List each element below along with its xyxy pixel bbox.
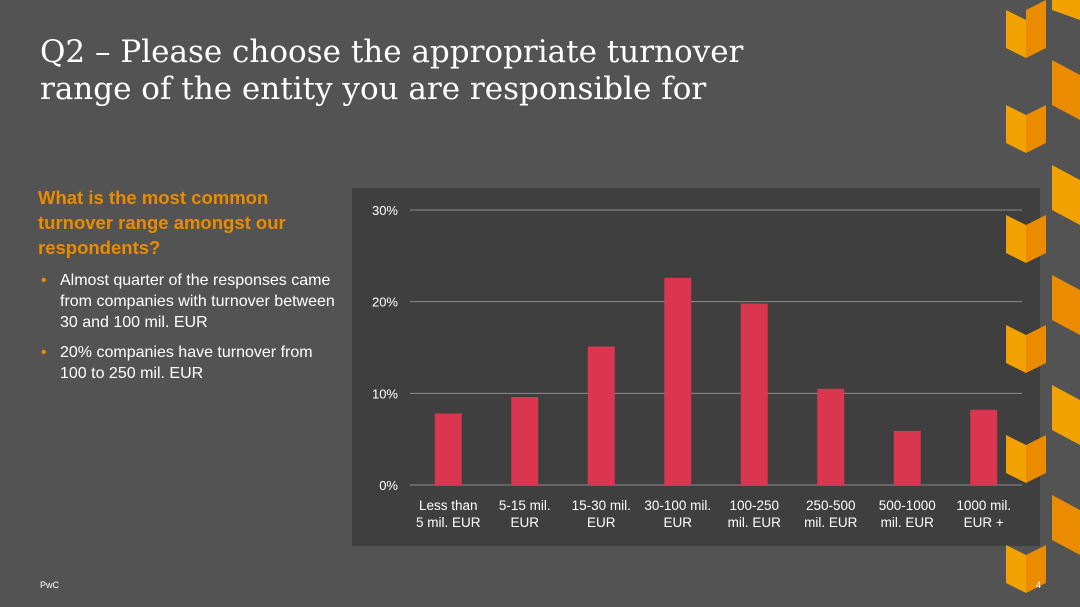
chevron-shape <box>1052 495 1080 555</box>
commentary-panel: What is the most common turnover range a… <box>38 185 338 393</box>
chevron-shape <box>1006 215 1026 263</box>
chevron-shape <box>1026 0 1046 58</box>
chevron-column-b <box>1052 0 1080 555</box>
footer-brand: PwC <box>40 580 60 590</box>
bullet-icon: • <box>41 272 47 289</box>
x-tick-label: EUR <box>587 515 616 530</box>
bar <box>893 430 921 485</box>
page-number: 4 <box>1036 580 1042 590</box>
bar <box>970 409 998 485</box>
chevron-shape <box>1026 215 1046 263</box>
y-tick-label: 30% <box>372 203 398 218</box>
chevron-shape <box>1052 275 1080 335</box>
chevron-shape <box>1006 105 1026 153</box>
bullet-list: • Almost quarter of the responses came f… <box>38 270 338 384</box>
y-tick-label: 0% <box>379 478 398 493</box>
chevron-shape <box>1026 435 1046 483</box>
title-line-1: Q2 – Please choose the appropriate turno… <box>40 34 744 70</box>
chevron-shape <box>1026 545 1046 593</box>
decorative-chevron-pattern <box>1006 0 1080 593</box>
bar <box>434 413 462 485</box>
chevron-shape <box>1052 385 1080 445</box>
title-line-2: range of the entity you are responsible … <box>40 71 707 107</box>
chevron-shape <box>1006 325 1026 373</box>
x-tick-label: 250-500 <box>806 498 856 513</box>
bar <box>664 277 692 485</box>
bullet-text: Almost quarter of the responses came fro… <box>60 272 335 331</box>
x-tick-label: mil. EUR <box>728 515 781 530</box>
x-tick-label: 5-15 mil. <box>499 498 551 513</box>
chevron-column-a <box>1006 0 1046 593</box>
x-tick-label: EUR <box>663 515 692 530</box>
bar <box>817 388 845 485</box>
bullet-item: • Almost quarter of the responses came f… <box>38 270 338 333</box>
x-tick-label: EUR <box>510 515 539 530</box>
x-tick-label: EUR + <box>964 515 1004 530</box>
chevron-shape <box>1026 105 1046 153</box>
chevron-shape <box>1006 10 1026 58</box>
x-tick-label: 15-30 mil. <box>572 498 631 513</box>
bullet-icon: • <box>41 344 47 361</box>
x-tick-label: 100-250 <box>729 498 779 513</box>
x-tick-label: mil. EUR <box>881 515 934 530</box>
chevron-shape <box>1052 165 1080 225</box>
bar-chart-svg: 0% 10% 20% 30% Less than 5 mil. EUR 5-15 mil. E… <box>372 203 1022 530</box>
chevron-shape <box>1006 435 1026 483</box>
y-tick-label: 20% <box>372 295 398 310</box>
bar <box>511 397 539 485</box>
x-tick-label: 5 mil. EUR <box>416 515 481 530</box>
chevron-shape <box>1052 0 1080 20</box>
slide-title: Q2 – Please choose the appropriate turno… <box>40 34 840 108</box>
x-tick-label: 1000 mil. <box>956 498 1011 513</box>
x-tick-label: mil. EUR <box>804 515 857 530</box>
bar <box>587 346 615 485</box>
x-tick-label: 500-1000 <box>879 498 936 513</box>
chevron-shape <box>1006 545 1026 593</box>
question-heading: What is the most common turnover range a… <box>38 187 286 258</box>
y-tick-label: 10% <box>372 386 398 401</box>
x-tick-label: Less than <box>419 498 478 513</box>
bullet-text: 20% companies have turnover from 100 to … <box>60 344 313 382</box>
bullet-item: • 20% companies have turnover from 100 t… <box>38 342 338 384</box>
bar-chart: 0% 10% 20% 30% Less than 5 mil. EUR 5-15 mil. E… <box>352 188 1040 546</box>
chevron-shape <box>1052 60 1080 120</box>
x-tick-label: 30-100 mil. <box>644 498 711 513</box>
bar <box>740 303 768 485</box>
chevron-shape <box>1026 325 1046 373</box>
